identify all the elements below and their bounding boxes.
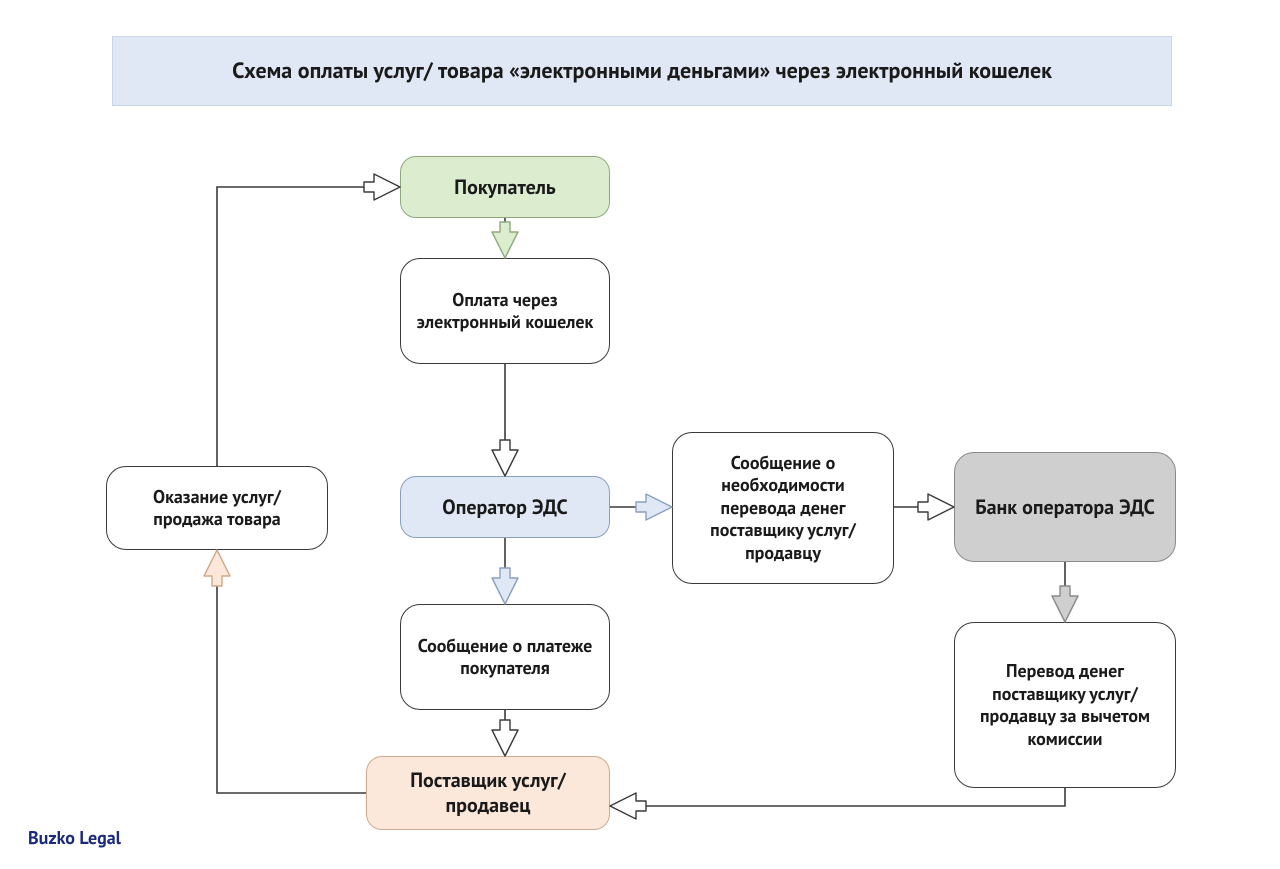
- edge-arrow-paywallet-to-operator: [492, 440, 518, 476]
- node-operator: Оператор ЭДС: [400, 476, 610, 538]
- edge-line-service-to-buyer: [217, 187, 376, 466]
- node-bank: Банк оператора ЭДС: [954, 452, 1176, 562]
- node-buyer: Покупатель: [400, 156, 610, 218]
- edge-line-supplier-to-service: [217, 574, 366, 793]
- edge-line-transfer-to-supplier: [634, 788, 1065, 806]
- edge-arrow-buyer-to-paywallet: [492, 222, 518, 258]
- node-transfer-minus-fee: Перевод денег поставщику услуг/ продавцу…: [954, 622, 1176, 788]
- edge-arrow-operator-to-msgpayment: [492, 568, 518, 604]
- edge-arrow-msgpayment-to-supplier: [492, 720, 518, 756]
- diagram-title: Схема оплаты услуг/ товара «электронными…: [112, 36, 1172, 106]
- node-msg-payment: Сообщение о платеже покупателя: [400, 604, 610, 710]
- node-pay-wallet: Оплата через электронный кошелек: [400, 258, 610, 364]
- edge-arrow-operator-to-msgneed: [636, 494, 672, 520]
- edge-arrow-bank-to-transfer: [1052, 586, 1078, 622]
- edge-arrow-supplier-to-service: [204, 550, 230, 586]
- node-supplier: Поставщик услуг/ продавец: [366, 756, 610, 830]
- edge-arrow-service-to-buyer: [364, 174, 400, 200]
- node-service-delivery: Оказание услуг/ продажа товара: [106, 466, 328, 550]
- node-msg-need-transfer: Сообщение о необходимости перевода денег…: [672, 432, 894, 584]
- edge-arrow-transfer-to-supplier: [610, 793, 646, 819]
- attribution-label: Buzko Legal: [28, 826, 121, 849]
- edge-arrow-msgneed-to-bank: [918, 494, 954, 520]
